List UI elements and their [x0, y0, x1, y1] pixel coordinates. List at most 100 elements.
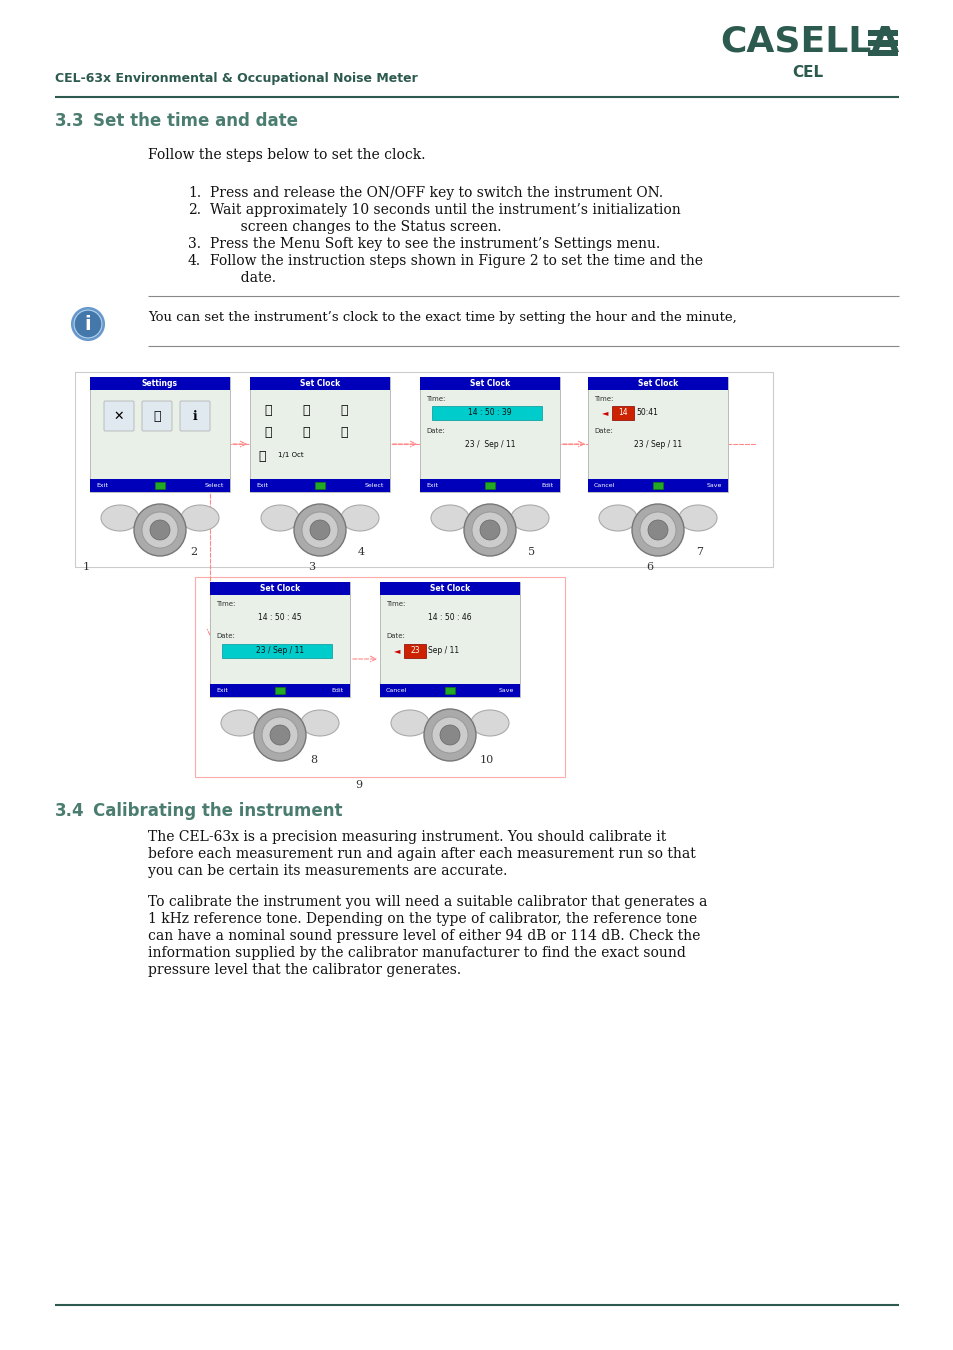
Bar [419, 377, 559, 491]
Text: 📁: 📁 [153, 409, 161, 423]
Text: Set Clock: Set Clock [259, 585, 300, 593]
Circle shape [262, 717, 297, 753]
Ellipse shape [101, 505, 139, 531]
Circle shape [631, 504, 683, 556]
Text: ✕: ✕ [113, 409, 124, 423]
Text: 23 / Sep / 11: 23 / Sep / 11 [255, 647, 304, 655]
Ellipse shape [391, 710, 429, 736]
Text: Follow the steps below to set the clock.: Follow the steps below to set the clock. [148, 148, 425, 162]
Text: 7: 7 [696, 547, 702, 558]
Bar [250, 377, 390, 390]
Text: 14 : 50 : 39: 14 : 50 : 39 [468, 408, 511, 417]
Circle shape [647, 520, 667, 540]
Text: Set the time and date: Set the time and date [92, 112, 297, 130]
Text: Sep / 11: Sep / 11 [428, 647, 458, 655]
Bar [90, 377, 230, 491]
Bar [210, 582, 350, 697]
Text: 💡: 💡 [264, 427, 272, 439]
Text: Save: Save [706, 483, 721, 487]
Text: Select: Select [204, 483, 224, 487]
Text: 1 kHz reference tone. Depending on the type of calibrator, the reference tone: 1 kHz reference tone. Depending on the t… [148, 913, 697, 926]
Text: 🔋: 🔋 [302, 427, 310, 439]
Text: ◄: ◄ [394, 647, 400, 655]
Text: pressure level that the calibrator generates.: pressure level that the calibrator gener… [148, 963, 460, 977]
Text: 🌐: 🌐 [340, 404, 348, 417]
Text: Follow the instruction steps shown in Figure 2 to set the time and the: Follow the instruction steps shown in Fi… [210, 254, 702, 269]
Text: 🕐: 🕐 [302, 404, 310, 417]
Circle shape [253, 709, 306, 761]
Bar [612, 406, 634, 420]
Bar [867, 40, 897, 46]
Bar [444, 687, 455, 694]
Text: 🔧: 🔧 [264, 404, 272, 417]
Text: 1/1 Oct: 1/1 Oct [277, 452, 303, 458]
Text: Cancel: Cancel [386, 688, 407, 693]
Text: can have a nominal sound pressure level of either 94 dB or 114 dB. Check the: can have a nominal sound pressure level … [148, 929, 700, 944]
Text: 1: 1 [83, 562, 90, 572]
FancyBboxPatch shape [180, 401, 210, 431]
Circle shape [150, 520, 170, 540]
Text: Save: Save [498, 688, 514, 693]
Circle shape [270, 725, 290, 745]
Text: 3.3: 3.3 [55, 112, 85, 130]
Text: 4.: 4. [188, 254, 201, 269]
Text: 🎤: 🎤 [257, 450, 265, 463]
Text: Time:: Time: [594, 396, 613, 402]
Text: Exit: Exit [426, 483, 437, 487]
Text: Select: Select [364, 483, 384, 487]
Text: before each measurement run and again after each measurement run so that: before each measurement run and again af… [148, 846, 695, 861]
Ellipse shape [181, 505, 219, 531]
Text: 1.: 1. [188, 186, 201, 200]
Text: Edit: Edit [332, 688, 344, 693]
Text: Exit: Exit [255, 483, 268, 487]
Bar [274, 687, 285, 694]
Bar [90, 377, 230, 390]
Text: you can be certain its measurements are accurate.: you can be certain its measurements are … [148, 864, 507, 878]
Text: information supplied by the calibrator manufacturer to find the exact sound: information supplied by the calibrator m… [148, 946, 685, 960]
Bar [587, 377, 727, 491]
Circle shape [302, 512, 337, 548]
Text: To calibrate the instrument you will need a suitable calibrator that generates a: To calibrate the instrument you will nee… [148, 895, 706, 909]
Text: Calibrating the instrument: Calibrating the instrument [92, 802, 342, 819]
Circle shape [71, 308, 104, 340]
Text: CEL: CEL [792, 65, 822, 80]
Text: 3: 3 [308, 562, 314, 572]
Circle shape [142, 512, 178, 548]
Text: CASELLA: CASELLA [720, 26, 899, 59]
Bar [484, 482, 495, 489]
Text: Date:: Date: [594, 428, 612, 433]
Circle shape [432, 717, 468, 753]
Text: Time:: Time: [386, 601, 405, 608]
Text: Time:: Time: [426, 396, 445, 402]
Text: 9: 9 [355, 780, 362, 790]
Text: 6: 6 [645, 562, 653, 572]
Text: Settings: Settings [142, 379, 178, 387]
Circle shape [463, 504, 516, 556]
Text: 2.: 2. [188, 202, 201, 217]
Text: 50:41: 50:41 [636, 408, 658, 417]
Text: 10: 10 [479, 755, 494, 765]
Text: ℹ: ℹ [193, 409, 197, 423]
Text: Press the Menu Soft key to see the instrument’s Settings menu.: Press the Menu Soft key to see the instr… [210, 238, 659, 251]
Bar [250, 377, 390, 491]
Bar [867, 50, 897, 55]
Bar [210, 684, 350, 697]
Bar [419, 479, 559, 491]
Text: Set Clock: Set Clock [638, 379, 678, 387]
Text: CEL-63x Environmental & Occupational Noise Meter: CEL-63x Environmental & Occupational Noi… [55, 72, 417, 85]
Text: Exit: Exit [215, 688, 228, 693]
Text: Date:: Date: [386, 633, 404, 639]
Text: Exit: Exit [96, 483, 108, 487]
Text: 14 : 50 : 45: 14 : 50 : 45 [258, 613, 301, 622]
Text: Set Clock: Set Clock [430, 585, 470, 593]
Circle shape [423, 709, 476, 761]
Bar [154, 482, 165, 489]
Ellipse shape [679, 505, 717, 531]
Text: date.: date. [210, 271, 275, 285]
Text: 3.4: 3.4 [55, 802, 85, 819]
Text: 14 : 50 : 46: 14 : 50 : 46 [428, 613, 472, 622]
Bar [75, 373, 772, 567]
Text: 2: 2 [190, 547, 197, 558]
Bar [379, 684, 519, 697]
Text: Press and release the ON/OFF key to switch the instrument ON.: Press and release the ON/OFF key to swit… [210, 186, 662, 200]
